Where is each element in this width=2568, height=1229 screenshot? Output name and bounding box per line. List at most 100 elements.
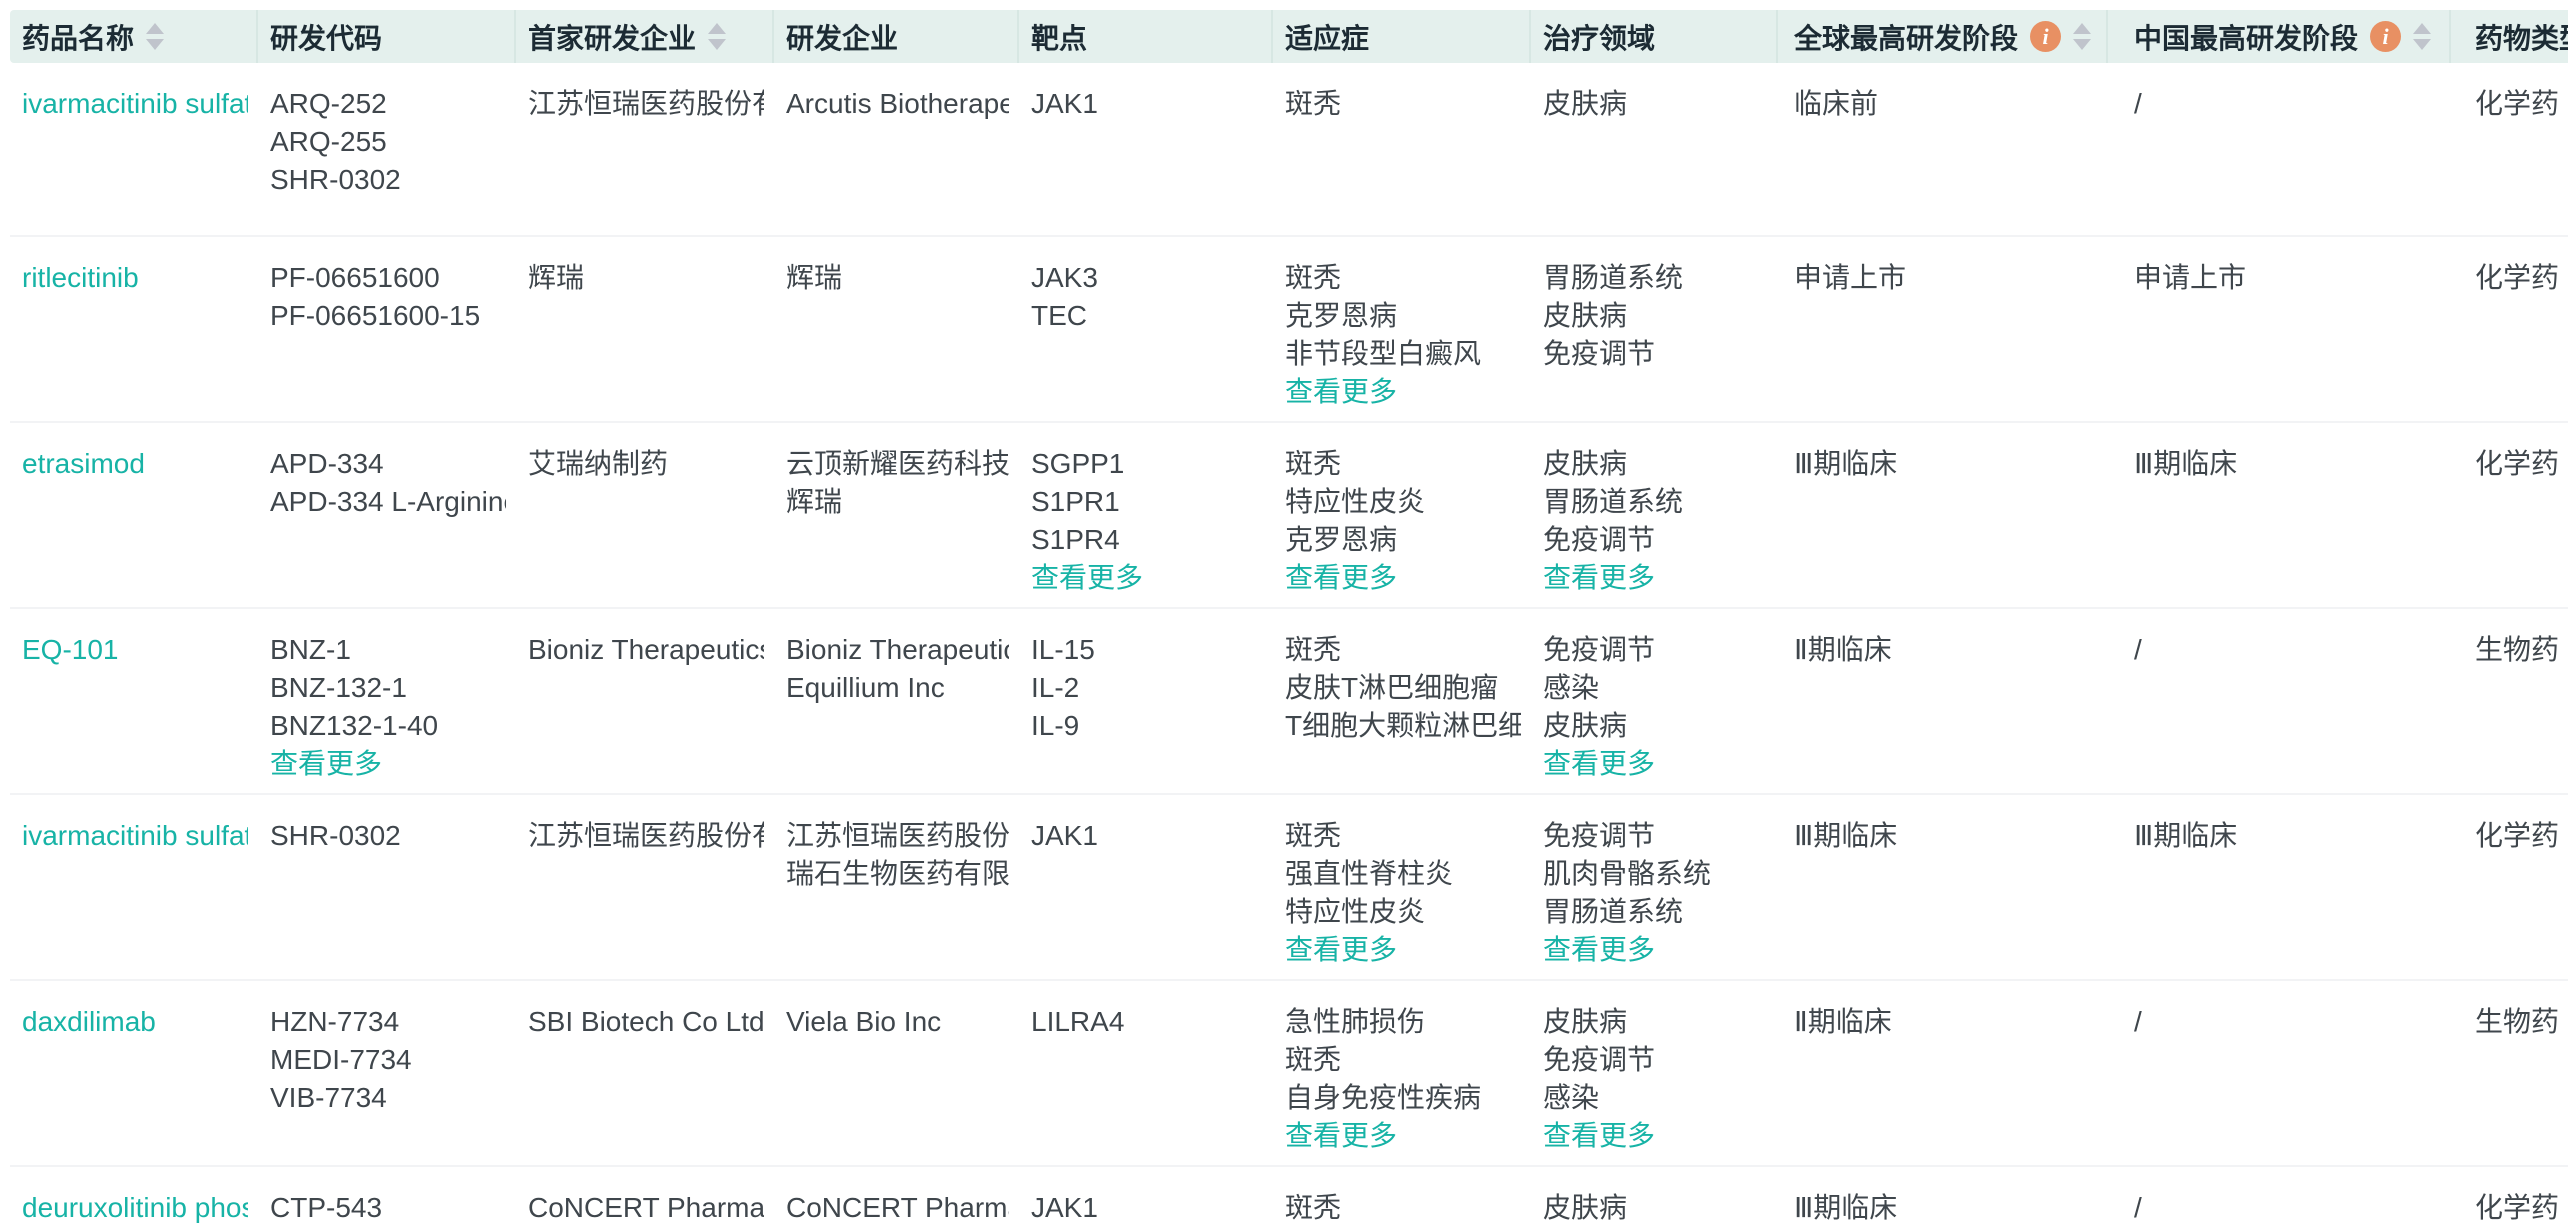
column-header-therapy_area: 治疗领域 — [1531, 10, 1778, 63]
codes-cell: BNZ-1 BNZ-132-1 BNZ132-1-40 查看更多 — [258, 609, 516, 793]
global-stage-text: 申请上市 — [1794, 262, 1907, 293]
view-more-link[interactable]: 查看更多 — [1285, 934, 1398, 965]
sort-carets[interactable] — [146, 23, 165, 50]
sort-descending-icon[interactable] — [708, 39, 727, 50]
column-header-label: 靶点 — [1031, 22, 1088, 54]
view-more-link[interactable]: 查看更多 — [1285, 1120, 1398, 1151]
drug-name-cell: ritlecitinib — [10, 237, 258, 421]
column-header-developer: 研发企业 — [774, 10, 1019, 63]
global-stage-cell: Ⅲ期临床 — [1778, 423, 2108, 607]
indications-cell: 斑秃 特应性皮炎 克罗恩病 查看更多 — [1273, 423, 1531, 607]
first_dev-cell: 江苏恒瑞医药股份有... — [516, 795, 774, 979]
column-header-label: 研发代码 — [270, 22, 383, 54]
sort-ascending-icon[interactable] — [146, 23, 165, 34]
table-row: deuruxolitinib phos... CTP-543 CoNCERT Pha… — [10, 1167, 2568, 1229]
sort-descending-icon[interactable] — [2413, 39, 2432, 50]
china-stage-cell: / — [2108, 981, 2451, 1165]
view-more-link[interactable]: 查看更多 — [1543, 562, 1656, 593]
sort-carets[interactable] — [2413, 23, 2432, 50]
areas-cell: 皮肤病 胃肠道系统 免疫调节 查看更多 — [1531, 423, 1778, 607]
indications-cell: 斑秃 强直性脊柱炎 特应性皮炎 查看更多 — [1273, 795, 1531, 979]
view-more-link[interactable]: 查看更多 — [1543, 748, 1656, 779]
sort-descending-icon[interactable] — [2073, 39, 2092, 50]
therapy-area-line: 感染 — [1543, 672, 1600, 703]
target-line: IL-2 — [1031, 672, 1080, 703]
drug-type-cell: 化学药 — [2451, 1167, 2568, 1229]
therapy-area-line: 皮肤病 — [1543, 1006, 1628, 1037]
drug-type-cell: 化学药 — [2451, 795, 2568, 979]
drug-name-link[interactable]: daxdilimab — [22, 1006, 156, 1037]
view-more-link[interactable]: 查看更多 — [270, 748, 383, 779]
first_dev-cell: 江苏恒瑞医药股份有... — [516, 63, 774, 235]
column-header-target: 靶点 — [1019, 10, 1273, 63]
sort-carets[interactable] — [708, 23, 727, 50]
drug-type-text: 化学药 — [2475, 262, 2560, 293]
target-line: IL-9 — [1031, 710, 1080, 741]
sort-ascending-icon[interactable] — [2413, 23, 2432, 34]
sort-carets[interactable] — [2073, 23, 2092, 50]
developer-line: Equillium Inc — [786, 672, 945, 703]
info-icon[interactable]: i — [2370, 21, 2402, 52]
column-header-label: 适应症 — [1285, 22, 1370, 54]
table-row: etrasimod APD-334 APD-334 L-Arginine 艾瑞纳制药 云… — [10, 423, 2568, 609]
china-stage-cell: / — [2108, 609, 2451, 793]
drug-name-link[interactable]: ritlecitinib — [22, 262, 139, 293]
indication-line: 克罗恩病 — [1285, 300, 1398, 331]
sort-ascending-icon[interactable] — [2073, 23, 2092, 34]
indication-line: 斑秃 — [1285, 262, 1342, 293]
china-stage-cell: / — [2108, 1167, 2451, 1229]
therapy-area-line: 感染 — [1543, 1082, 1600, 1113]
view-more-link[interactable]: 查看更多 — [1543, 934, 1656, 965]
table-row: ritlecitinib PF-06651600 PF-06651600-15 辉瑞 辉… — [10, 237, 2568, 423]
target-line: TEC — [1031, 300, 1087, 331]
drug-name-link[interactable]: ivarmacitinib sulfate — [22, 820, 248, 851]
first_dev-cell: CoNCERT Pharmace... — [516, 1167, 774, 1229]
developer-line: 江苏恒瑞医药股份有... — [786, 820, 1009, 851]
view-more-link[interactable]: 查看更多 — [1285, 562, 1398, 593]
drug-name-link[interactable]: deuruxolitinib phos... — [22, 1192, 248, 1223]
column-header-first_developer[interactable]: 首家研发企业 — [516, 10, 774, 63]
drug-name-link[interactable]: EQ-101 — [22, 634, 119, 665]
view-more-link[interactable]: 查看更多 — [1031, 562, 1144, 593]
drug-name-cell: deuruxolitinib phos... — [10, 1167, 258, 1229]
china-stage-text: Ⅲ期临床 — [2134, 448, 2238, 479]
drug-type-text: 化学药 — [2475, 448, 2560, 479]
targets-cell: LILRA4 — [1019, 981, 1273, 1165]
sort-ascending-icon[interactable] — [708, 23, 727, 34]
code-line: ARQ-255 — [270, 126, 387, 157]
column-header-global_stage[interactable]: 全球最高研发阶段 i — [1778, 10, 2108, 63]
first-developer-line: CoNCERT Pharmace... — [528, 1192, 764, 1223]
developer-line: Arcutis Biotherapeu... — [786, 88, 1009, 119]
indication-line: 斑秃 — [1285, 1192, 1342, 1223]
column-header-drug_name[interactable]: 药品名称 — [10, 10, 258, 63]
column-header-label: 药物类型 — [2475, 22, 2568, 54]
target-line: S1PR1 — [1031, 486, 1120, 517]
column-header-drug_type[interactable]: 药物类型 — [2451, 10, 2568, 63]
global-stage-text: Ⅲ期临床 — [1794, 448, 1898, 479]
code-line: PF-06651600-15 — [270, 300, 481, 331]
developer-line: 辉瑞 — [786, 262, 843, 293]
drug-name-link[interactable]: etrasimod — [22, 448, 145, 479]
global-stage-cell: Ⅱ期临床 — [1778, 609, 2108, 793]
drug-name-link[interactable]: ivarmacitinib sulfate — [22, 88, 248, 119]
column-header-label: 中国最高研发阶段 — [2134, 22, 2359, 54]
info-icon[interactable]: i — [2030, 21, 2062, 52]
drug-name-cell: ivarmacitinib sulfate — [10, 63, 258, 235]
code-line: MEDI-7734 — [270, 1044, 412, 1075]
view-more-link[interactable]: 查看更多 — [1285, 376, 1398, 407]
first-developer-line: 艾瑞纳制药 — [528, 448, 669, 479]
target-line: JAK1 — [1031, 1192, 1098, 1223]
view-more-link[interactable]: 查看更多 — [1543, 1120, 1656, 1151]
sort-descending-icon[interactable] — [146, 39, 165, 50]
china-stage-cell: 申请上市 — [2108, 237, 2451, 421]
china-stage-text: / — [2134, 634, 2142, 665]
codes-cell: SHR-0302 — [258, 795, 516, 979]
column-header-china_stage[interactable]: 中国最高研发阶段 i — [2108, 10, 2451, 63]
code-line: APD-334 L-Arginine — [270, 486, 506, 517]
targets-cell: JAK1JAK2 — [1019, 1167, 1273, 1229]
drug-type-cell: 生物药 — [2451, 981, 2568, 1165]
code-line: CTP-543 — [270, 1192, 383, 1223]
china-stage-text: / — [2134, 1006, 2142, 1037]
targets-cell: JAK1 — [1019, 63, 1273, 235]
